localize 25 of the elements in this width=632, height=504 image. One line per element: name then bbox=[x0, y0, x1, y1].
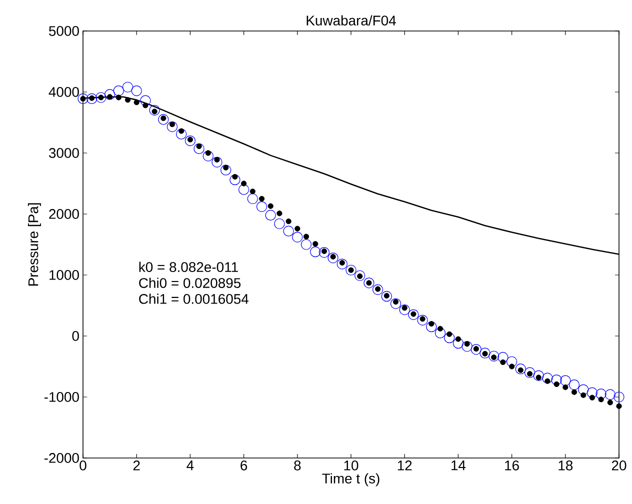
x-tick-label: 18 bbox=[558, 460, 573, 470]
annotation: k0 = 8.082e-011 bbox=[139, 262, 238, 272]
y-tick-label: -2000 bbox=[44, 453, 79, 463]
x-tick-label: 0 bbox=[80, 460, 86, 470]
x-tick-label: 14 bbox=[452, 460, 466, 470]
y-tick-label: 4000 bbox=[48, 87, 79, 97]
x-tick-label: 6 bbox=[240, 460, 248, 470]
y-axis-title: Pressure [Pa] bbox=[28, 203, 41, 286]
y-tick-label: 5000 bbox=[49, 26, 79, 36]
x-tick-label: 20 bbox=[612, 460, 626, 470]
y-tick-label: -1000 bbox=[44, 392, 79, 402]
x-tick-label: 8 bbox=[294, 460, 301, 470]
annotation: Chi1 = 0.0016054 bbox=[139, 294, 248, 304]
chart-title: Kuwabara/F04 bbox=[306, 15, 396, 26]
x-tick-label: 4 bbox=[186, 460, 194, 470]
y-tick-label: 0 bbox=[72, 331, 79, 341]
x-tick-label: 10 bbox=[344, 460, 358, 470]
x-tick-label: 12 bbox=[398, 460, 412, 470]
y-tick-label: 2000 bbox=[49, 209, 79, 219]
x-tick-label: 2 bbox=[133, 460, 140, 470]
y-tick-label: 1000 bbox=[50, 270, 79, 280]
y-tick-label: 3000 bbox=[48, 148, 79, 158]
annotation: Chi0 = 0.020895 bbox=[139, 278, 241, 288]
x-axis-title: Time t (s) bbox=[322, 473, 380, 486]
x-tick-label: 16 bbox=[505, 460, 519, 470]
